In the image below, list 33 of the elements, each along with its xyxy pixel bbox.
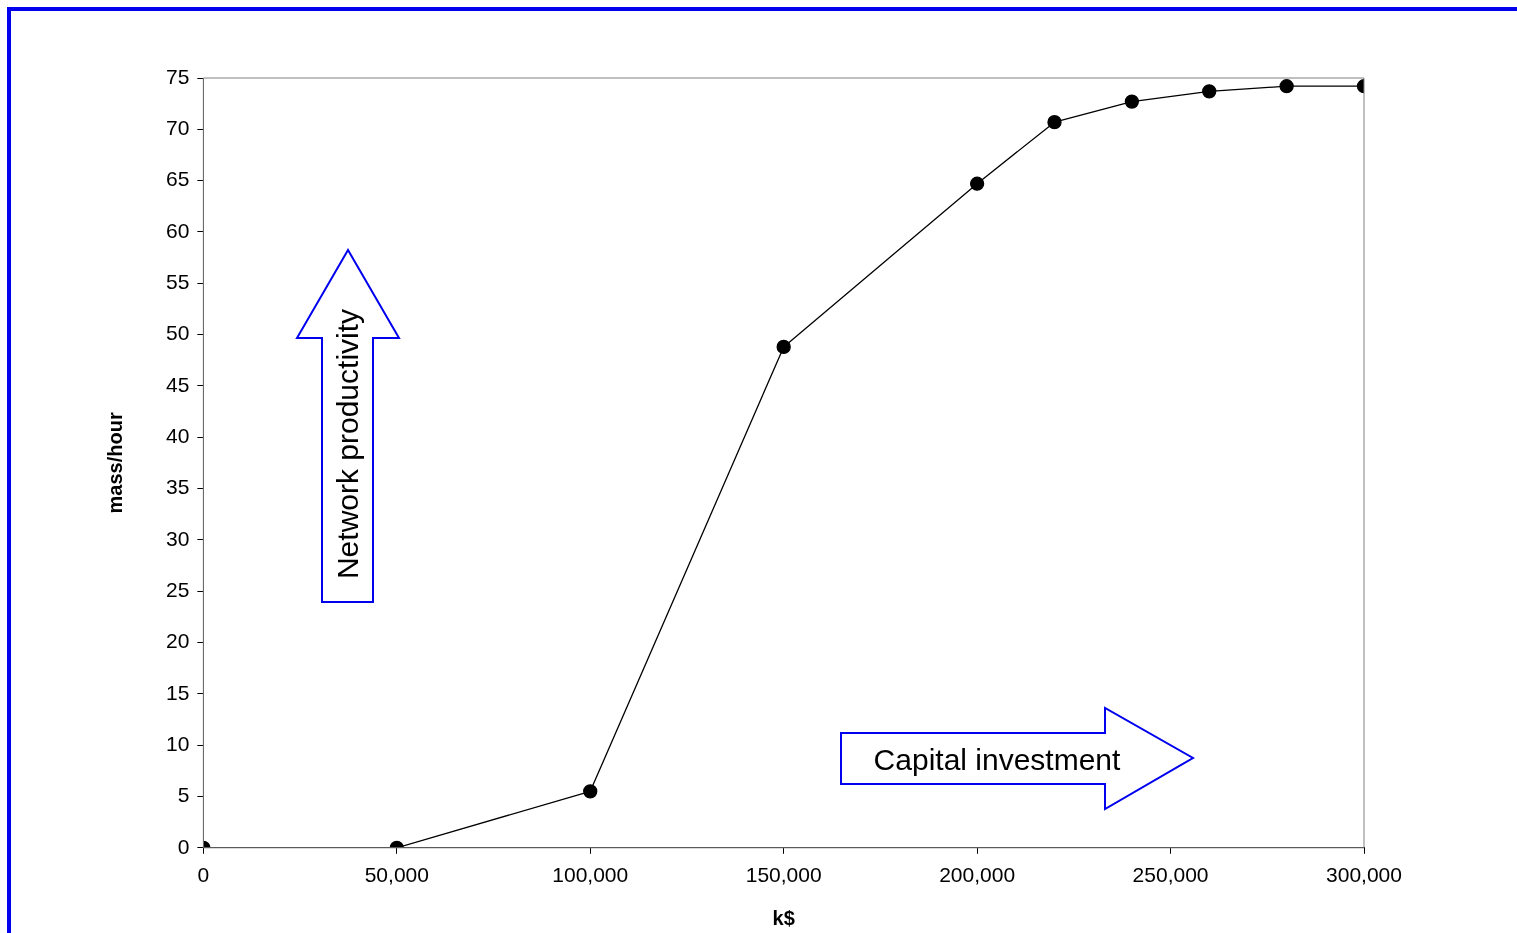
annotation: Capital investment bbox=[873, 743, 1121, 777]
x-tick-label: 200,000 bbox=[939, 863, 1016, 887]
y-tick-label: 35 bbox=[166, 475, 190, 499]
y-tick-label: 10 bbox=[166, 731, 190, 755]
x-tick-label: 0 bbox=[197, 863, 210, 887]
x-tick-label: 100,000 bbox=[552, 863, 629, 887]
y-tick-label: 25 bbox=[166, 578, 190, 601]
y-tick-label: 75 bbox=[166, 64, 190, 88]
y-tick-label: 50 bbox=[166, 321, 190, 345]
point bbox=[969, 176, 985, 191]
y-tick-label: 15 bbox=[166, 680, 190, 704]
y-tick-label: 60 bbox=[166, 218, 190, 242]
x-tick-label: 50,000 bbox=[364, 863, 429, 887]
y-tick-label: 70 bbox=[166, 116, 190, 140]
x-tick-label: 250,000 bbox=[1132, 863, 1209, 887]
point bbox=[776, 339, 791, 355]
y-tick-label: 20 bbox=[166, 629, 190, 653]
x-axis-title: k$ bbox=[772, 906, 795, 929]
y-tick-label: 30 bbox=[166, 526, 190, 550]
point bbox=[1202, 84, 1217, 99]
y-tick-label: 65 bbox=[166, 167, 190, 191]
y-tick-label: 55 bbox=[166, 270, 190, 294]
point bbox=[1279, 79, 1294, 94]
y-tick-label: 0 bbox=[177, 834, 190, 858]
point bbox=[1124, 94, 1140, 109]
point bbox=[1047, 114, 1062, 130]
y-tick-label: 45 bbox=[166, 372, 190, 396]
y-tick-label: 5 bbox=[177, 783, 190, 807]
x-tick-label: 150,000 bbox=[745, 863, 822, 887]
y-tick-label: 40 bbox=[166, 424, 190, 448]
x-tick-label: 300,000 bbox=[1326, 863, 1402, 887]
y-axis-title: mass/hour bbox=[103, 412, 126, 514]
annotation: Network productivity bbox=[331, 308, 365, 580]
